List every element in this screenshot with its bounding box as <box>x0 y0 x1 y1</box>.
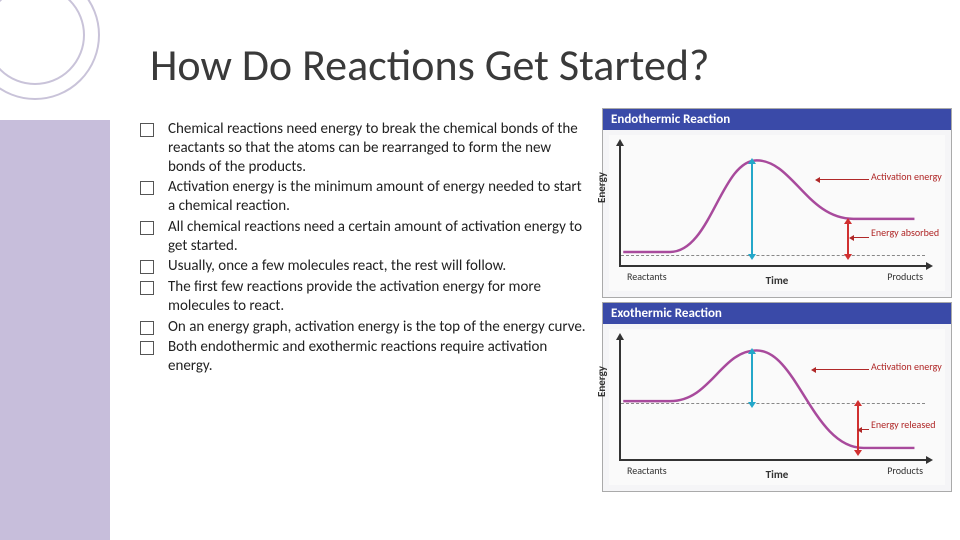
list-item: All chemical reactions need a certain am… <box>140 218 590 256</box>
activation-energy-arrow <box>751 353 753 403</box>
energy-curve <box>609 135 945 291</box>
annot-line <box>815 369 869 370</box>
list-item: Activation energy is the minimum amount … <box>140 178 590 216</box>
activation-energy-arrow <box>751 163 753 255</box>
bullet-box-icon <box>140 321 154 335</box>
activation-energy-annot: Activation energy <box>871 361 942 372</box>
page-title: How Do Reactions Get Started? <box>150 38 940 92</box>
list-item: On an energy graph, activation energy is… <box>140 318 590 337</box>
list-item: Both endothermic and exothermic reaction… <box>140 338 590 376</box>
bullet-text: Activation energy is the minimum amount … <box>168 178 590 216</box>
bullet-box-icon <box>140 123 154 137</box>
energy-absorbed-annot: Energy absorbed <box>871 227 939 238</box>
chart-header: Exothermic Reaction <box>603 303 951 324</box>
annot-line <box>853 237 869 238</box>
bullet-box-icon <box>140 260 154 274</box>
charts-panel: Endothermic Reaction Energy Time Reactan… <box>602 108 952 496</box>
chart-plot-area: Energy Time Reactants Products Activatio… <box>609 135 945 291</box>
corner-decoration <box>0 0 120 120</box>
bullet-box-icon <box>140 221 154 235</box>
bullet-text: The first few reactions provide the acti… <box>168 278 590 316</box>
list-item: Chemical reactions need energy to break … <box>140 120 590 176</box>
bullet-text: Usually, once a few molecules react, the… <box>168 257 506 276</box>
bullet-box-icon <box>140 281 154 295</box>
endothermic-chart: Endothermic Reaction Energy Time Reactan… <box>602 108 952 298</box>
activation-energy-annot: Activation energy <box>871 171 942 182</box>
y-axis-label: Energy <box>595 366 608 397</box>
bullet-box-icon <box>140 341 154 355</box>
bullet-text: Both endothermic and exothermic reaction… <box>168 338 590 376</box>
list-item: The first few reactions provide the acti… <box>140 278 590 316</box>
y-axis-label: Energy <box>595 172 608 203</box>
chart-header: Endothermic Reaction <box>603 109 951 130</box>
bullet-text: Chemical reactions need energy to break … <box>168 120 590 176</box>
bullet-text: All chemical reactions need a certain am… <box>168 218 590 256</box>
annot-line <box>819 179 869 180</box>
bullet-text: On an energy graph, activation energy is… <box>168 318 586 337</box>
energy-released-annot: Energy released <box>871 419 936 430</box>
list-item: Usually, once a few molecules react, the… <box>140 257 590 276</box>
exothermic-chart: Exothermic Reaction Energy Time Reactant… <box>602 302 952 492</box>
chart-plot-area: Energy Time Reactants Products Activatio… <box>609 329 945 485</box>
annot-line <box>861 429 869 430</box>
bullet-list: Chemical reactions need energy to break … <box>140 120 590 378</box>
bullet-box-icon <box>140 181 154 195</box>
left-sidebar <box>0 120 110 540</box>
energy-curve <box>609 329 945 485</box>
